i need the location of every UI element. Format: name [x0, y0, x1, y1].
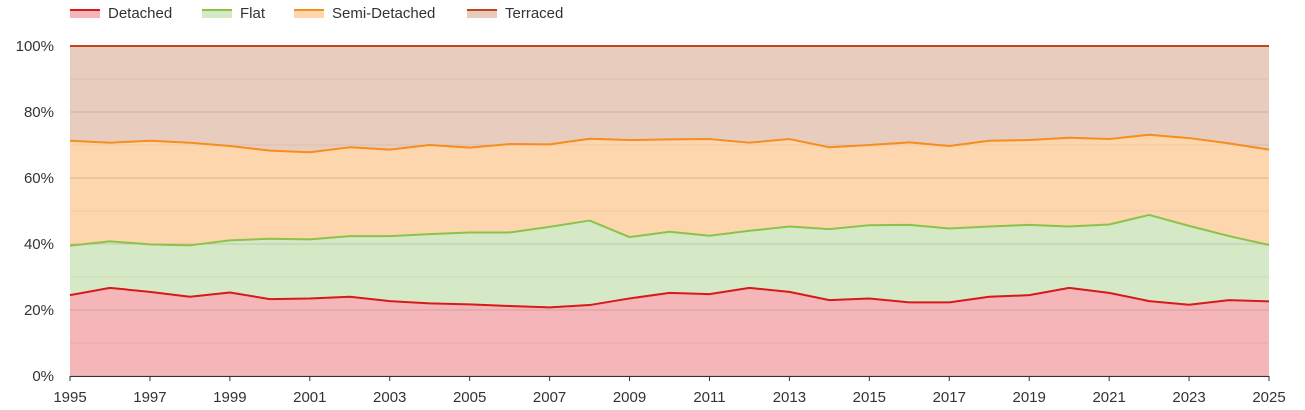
legend-swatch-line-semi-detached	[294, 9, 324, 11]
legend-label-detached: Detached	[108, 5, 172, 22]
x-tick-label: 2003	[373, 389, 406, 406]
line-semi-detached	[69, 133, 1270, 154]
x-tick-label: 2007	[533, 389, 566, 406]
legend-item-semi-detached[interactable]: Semi-Detached	[294, 5, 435, 22]
x-tick-label: 1997	[133, 389, 166, 406]
area-semi-detached	[70, 134, 1269, 246]
area-detached	[70, 287, 1269, 376]
x-tick-label: 2023	[1172, 389, 1205, 406]
x-tick-label: 2019	[1013, 389, 1046, 406]
x-tick-label: 2015	[853, 389, 886, 406]
x-tick-label: 2021	[1092, 389, 1125, 406]
legend-swatch-semi-detached	[294, 9, 324, 18]
areas-layer	[70, 46, 1269, 376]
x-tick-label: 2017	[933, 389, 966, 406]
area-terraced	[70, 46, 1269, 153]
x-tick-label: 1995	[53, 389, 86, 406]
legend-swatch-terraced	[467, 9, 497, 18]
legend-label-terraced: Terraced	[505, 5, 563, 22]
x-tick-label: 2005	[453, 389, 486, 406]
legend-swatch-detached	[70, 9, 100, 18]
y-tick-label: 0%	[32, 368, 54, 385]
legend-label-semi-detached: Semi-Detached	[332, 5, 435, 22]
legend-swatch-line-detached	[70, 9, 100, 11]
legend: Detached Flat Semi-Detached Terraced	[70, 5, 563, 22]
x-tick-label: 2001	[293, 389, 326, 406]
legend-item-flat[interactable]: Flat	[202, 5, 266, 22]
y-tick-label: 60%	[24, 170, 54, 187]
line-detached	[69, 286, 1270, 309]
lines-layer	[69, 45, 1270, 309]
x-tick-label: 1999	[213, 389, 246, 406]
y-tick-label: 20%	[24, 302, 54, 319]
line-flat	[69, 213, 1270, 247]
x-tick-label: 2013	[773, 389, 806, 406]
y-tick-label: 100%	[16, 38, 54, 55]
legend-swatch-flat	[202, 9, 232, 18]
x-tick-label: 2025	[1252, 389, 1285, 406]
y-tick-label: 40%	[24, 236, 54, 253]
legend-swatch-line-flat	[202, 9, 232, 11]
legend-item-terraced[interactable]: Terraced	[467, 5, 563, 22]
legend-item-detached[interactable]: Detached	[70, 5, 172, 22]
legend-label-flat: Flat	[240, 5, 266, 22]
y-tick-label: 80%	[24, 104, 54, 121]
x-tick-label: 2011	[693, 389, 725, 406]
area-flat	[70, 214, 1269, 308]
x-tick-label: 2009	[613, 389, 646, 406]
legend-swatch-line-terraced	[467, 9, 497, 11]
axes-layer: 0% 20% 40% 60% 80% 100% 1995 1997 1999 2001 2003 20…	[16, 38, 1286, 406]
